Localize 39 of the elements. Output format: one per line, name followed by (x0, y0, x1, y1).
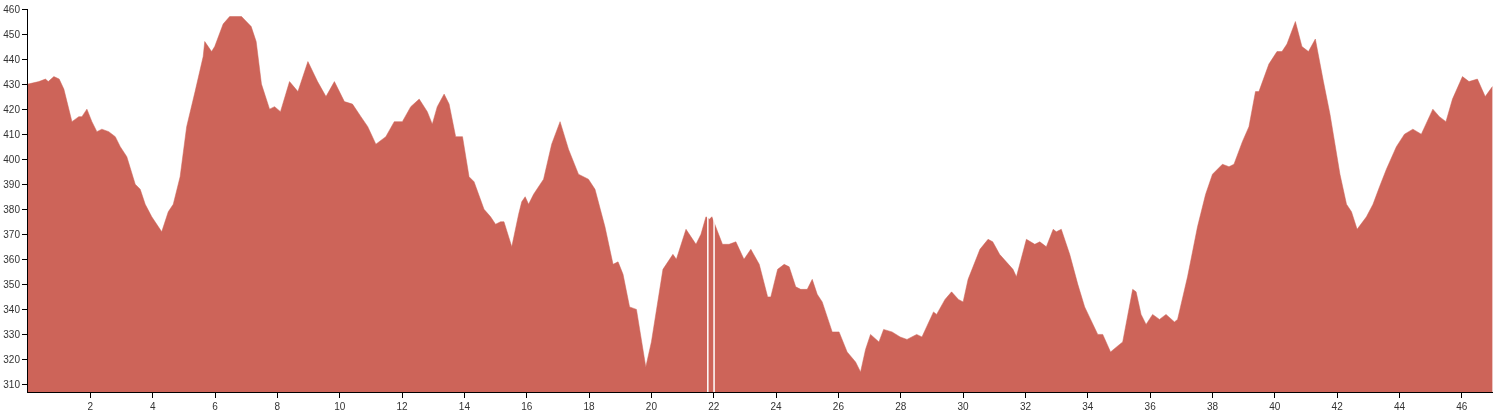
y-tick-label: 330 (3, 328, 21, 340)
x-tick-label: 34 (1082, 401, 1094, 412)
y-tick-label: 370 (3, 228, 21, 240)
x-tick-label: 6 (212, 401, 219, 412)
x-tick-label: 46 (1456, 401, 1468, 412)
y-tick-label: 420 (3, 103, 21, 115)
x-tick-label: 24 (770, 401, 783, 412)
y-tick-label: 400 (3, 153, 21, 165)
y-tick-label: 410 (3, 128, 21, 140)
x-tick-label: 10 (334, 401, 346, 412)
x-tick-label: 16 (521, 401, 533, 412)
x-tick-label: 42 (1331, 401, 1344, 412)
y-tick-label: 390 (3, 178, 21, 190)
x-tick-label: 30 (957, 401, 970, 412)
y-tick-label: 440 (3, 53, 21, 65)
x-tick-label: 18 (583, 401, 596, 412)
y-tick-label: 320 (3, 353, 21, 365)
x-tick-label: 2 (87, 401, 94, 412)
x-tick-label: 26 (832, 401, 845, 412)
x-tick-label: 22 (708, 401, 720, 412)
x-tick-label: 14 (458, 401, 471, 412)
x-tick-label: 40 (1269, 401, 1281, 412)
x-tick-label: 20 (645, 401, 658, 412)
y-tick-label: 340 (3, 303, 21, 315)
y-tick-label: 310 (3, 378, 21, 390)
x-tick-label: 12 (396, 401, 409, 412)
x-tick-label: 28 (895, 401, 907, 412)
y-tick-label: 380 (3, 203, 21, 215)
x-tick-label: 44 (1393, 401, 1406, 412)
x-tick-label: 36 (1144, 401, 1157, 412)
x-tick-label: 32 (1019, 401, 1032, 412)
y-tick-label: 350 (3, 278, 21, 290)
y-tick-label: 460 (3, 3, 21, 15)
x-tick-label: 4 (149, 401, 156, 412)
x-tick-label: 8 (274, 401, 281, 412)
y-tick-label: 430 (3, 78, 21, 90)
y-tick-label: 360 (3, 253, 21, 265)
y-tick-label: 450 (3, 28, 21, 40)
x-tick-label: 38 (1206, 401, 1219, 412)
